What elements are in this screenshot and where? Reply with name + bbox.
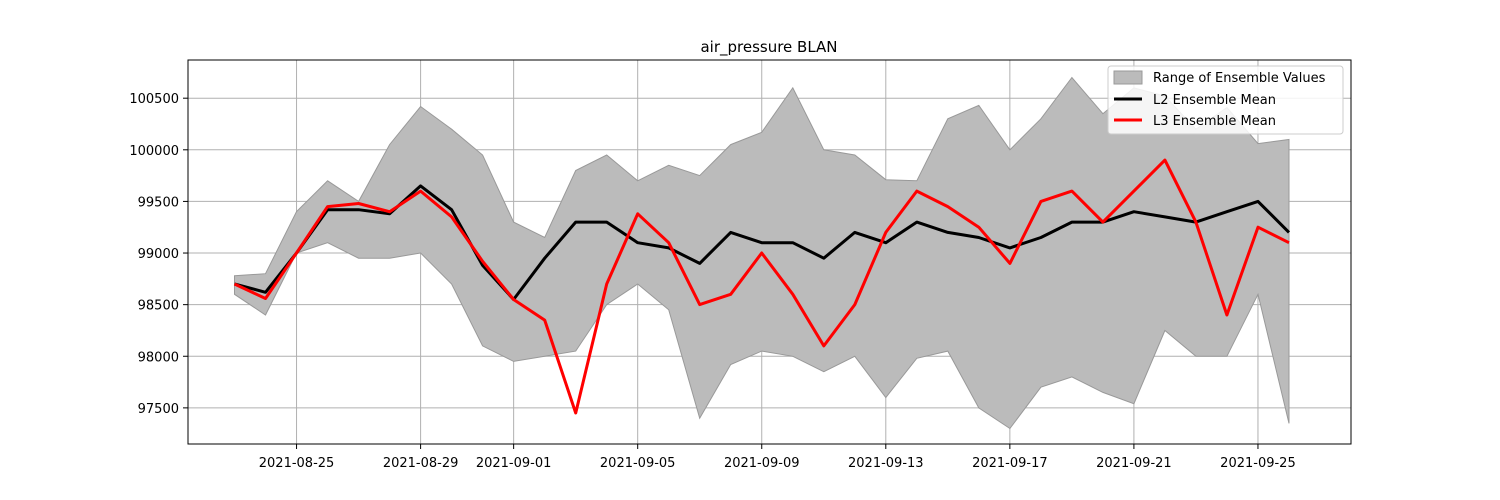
- y-tick-label: 100500: [129, 92, 179, 107]
- legend: Range of Ensemble Values L2 Ensemble Mea…: [1107, 65, 1344, 135]
- legend-frame: [1107, 65, 1344, 135]
- x-tick-label: 2021-09-05: [600, 456, 676, 471]
- x-axis-ticks: 2021-08-25 2021-08-29 2021-09-01 2021-09-05…: [259, 444, 1296, 471]
- x-tick-label: 2021-08-25: [259, 456, 335, 471]
- y-tick-label: 99500: [138, 195, 179, 210]
- y-tick-label: 100000: [129, 144, 179, 159]
- x-tick-label: 2021-09-17: [972, 456, 1048, 471]
- ensemble-mean-lines: [233, 158, 1291, 415]
- y-tick-label: 98500: [138, 299, 179, 314]
- y-tick-label: 97500: [138, 402, 179, 417]
- l3-mean-line: [233, 158, 1290, 415]
- x-tick-label: 2021-09-21: [1096, 456, 1172, 471]
- y-tick-label: 99000: [138, 247, 179, 262]
- chart-title: air_pressure BLAN: [700, 38, 837, 57]
- l2-mean-line: [234, 184, 1291, 301]
- x-tick-label: 2021-09-13: [848, 456, 924, 471]
- y-axis-ticks: 97500 98000 98500 99000 99500 100000 100500: [129, 92, 188, 417]
- x-tick-label: 2021-09-01: [476, 456, 552, 471]
- plot-frame: [187, 59, 1352, 445]
- legend-band-swatch: [1113, 70, 1143, 85]
- legend-l2-label: L2 Ensemble Mean: [1153, 93, 1276, 108]
- x-tick-label: 2021-08-29: [383, 456, 459, 471]
- x-tick-label: 2021-09-25: [1220, 456, 1296, 471]
- legend-band-label: Range of Ensemble Values: [1153, 71, 1326, 86]
- y-tick-label: 98000: [138, 350, 179, 365]
- x-tick-label: 2021-09-09: [724, 456, 800, 471]
- legend-l3-label: L3 Ensemble Mean: [1153, 114, 1276, 129]
